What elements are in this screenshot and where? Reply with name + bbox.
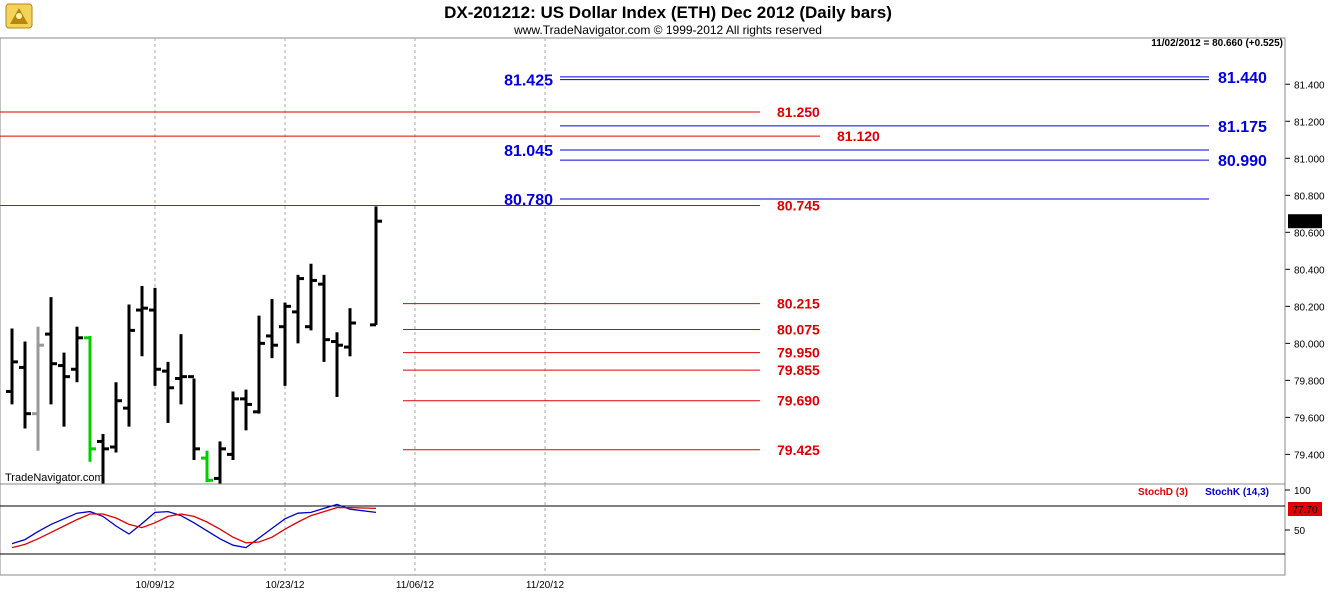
- stoch-tick-label: 50: [1294, 526, 1306, 537]
- level-label: 79.855: [777, 362, 820, 378]
- level-label: 81.045: [504, 143, 553, 160]
- logo-icon: [5, 3, 33, 29]
- ohlc-bar: [123, 304, 135, 427]
- price-tick-label: 81.400: [1294, 80, 1325, 91]
- ohlc-bar: [214, 441, 226, 484]
- date-axis: 10/09/12 10/23/12 11/06/12 11/20/12: [136, 580, 565, 591]
- ohlc-bar: [32, 326, 44, 451]
- ohlc-bar: [71, 326, 83, 383]
- stochastic-axis: 100 50: [1285, 486, 1311, 537]
- ohlc-bar: [6, 328, 18, 405]
- ohlc-bar: [292, 274, 304, 344]
- ohlc-bar: [318, 274, 330, 362]
- ohlc-bar: [331, 332, 343, 398]
- level-label: 81.425: [504, 73, 553, 90]
- level-label: 81.120: [837, 128, 880, 144]
- ohlc-bar: [84, 335, 96, 462]
- date-tick-label: 10/09/12: [136, 580, 175, 591]
- date-tick-label: 11/06/12: [396, 580, 435, 591]
- date-tick-label: 11/20/12: [526, 580, 565, 591]
- level-label: 79.690: [777, 393, 820, 409]
- ohlc-bar: [305, 263, 317, 331]
- price-axis: 81.400 81.200 81.000 80.800 80.600 80.400 80.2…: [1284, 38, 1325, 575]
- legend-stoch-k: StochK (14,3): [1205, 487, 1269, 498]
- ohlc-bar: [240, 389, 252, 431]
- level-label: 79.950: [777, 345, 820, 361]
- ohlc-bar: [188, 375, 200, 460]
- ohlc-bar: [110, 382, 122, 453]
- stoch-d-line: [11, 506, 377, 549]
- level-label: 80.075: [777, 321, 820, 337]
- ohlc-bar: [253, 315, 265, 414]
- ohlc-bar: [97, 434, 109, 484]
- price-tick-label: 81.000: [1294, 154, 1325, 165]
- ohlc-bar: [175, 334, 187, 405]
- level-label: 81.250: [777, 104, 820, 120]
- ohlc-bar: [201, 450, 213, 483]
- level-label: 80.215: [777, 296, 820, 312]
- price-panel: 81.425 81.440 81.250 81.175 81.120 81.045 80.9…: [0, 37, 1286, 485]
- price-tick-label: 79.600: [1294, 413, 1325, 424]
- ohlc-bar: [45, 297, 57, 405]
- svg-text:77.70: 77.70: [1292, 505, 1317, 516]
- level-label: 81.440: [1218, 70, 1267, 87]
- legend-stoch-d: StochD (3): [1138, 487, 1188, 498]
- ohlc-bar: [370, 206, 382, 327]
- price-tick-label: 81.200: [1294, 117, 1325, 128]
- ohlc-bar: [58, 352, 70, 427]
- watermark: TradeNavigator.com: [5, 472, 104, 484]
- ohlc-bar: [136, 285, 148, 357]
- date-tick-label: 10/23/12: [266, 580, 305, 591]
- stoch-last-label: 77.70: [1288, 502, 1322, 516]
- price-tick-label: 80.000: [1294, 339, 1325, 350]
- stoch-tick-label: 100: [1294, 486, 1311, 497]
- last-price-label: 80.660: [1288, 214, 1322, 229]
- ohlc-bar: [266, 298, 278, 359]
- level-label: 79.425: [777, 442, 820, 458]
- chart-title: DX-201212: US Dollar Index (ETH) Dec 201…: [444, 3, 892, 22]
- price-tick-label: 79.800: [1294, 376, 1325, 387]
- price-tick-label: 79.400: [1294, 450, 1325, 461]
- ohlc-bar: [227, 391, 239, 460]
- ohlc-bar: [149, 287, 161, 386]
- level-label: 81.175: [1218, 119, 1267, 136]
- copyright-text: www.TradeNavigator.com © 1999-2012 All r…: [513, 23, 822, 37]
- ohlc-bar: [19, 341, 31, 429]
- level-label: 80.990: [1218, 153, 1267, 170]
- level-label: 80.745: [777, 197, 820, 213]
- ohlc-bar: [162, 361, 174, 423]
- stochastic-panel: [0, 483, 1286, 576]
- ohlc-bar: [279, 302, 291, 386]
- price-tick-label: 80.400: [1294, 265, 1325, 276]
- price-tick-label: 80.200: [1294, 302, 1325, 313]
- last-quote: 11/02/2012 = 80.660 (+0.525): [1151, 38, 1283, 49]
- price-tick-label: 80.800: [1294, 191, 1325, 202]
- level-label: 80.780: [504, 192, 553, 209]
- ohlc-bar: [344, 308, 356, 357]
- svg-text:80.660: 80.660: [1290, 217, 1321, 228]
- price-tick-label: 80.600: [1294, 228, 1325, 239]
- stoch-k-line: [11, 503, 377, 549]
